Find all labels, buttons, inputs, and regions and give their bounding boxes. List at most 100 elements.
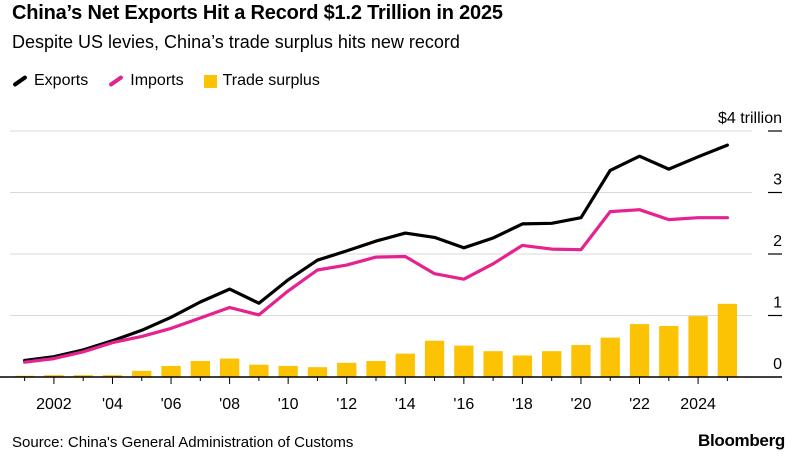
bar-surplus-2002 <box>44 375 64 377</box>
bar-surplus-2018 <box>512 355 533 377</box>
legend-swatch-imports <box>108 74 124 88</box>
bar-surplus-2011 <box>307 367 328 377</box>
point-exports-2020 <box>580 216 582 219</box>
bar-surplus-2023 <box>659 325 679 377</box>
point-exports-2015 <box>433 236 436 239</box>
point-imports-2018 <box>521 244 524 247</box>
point-imports-2007 <box>199 317 202 319</box>
point-exports-2011 <box>316 259 319 261</box>
point-imports-2017 <box>492 263 494 265</box>
y-tick-label-0: 0 <box>773 356 782 373</box>
point-imports-2009 <box>258 314 260 316</box>
point-exports-2013 <box>375 240 377 242</box>
point-imports-2020 <box>580 248 582 251</box>
x-tick-label-2008: '08 <box>219 396 240 413</box>
bar-surplus-2007 <box>190 361 210 377</box>
bar-surplus-2019 <box>542 351 562 377</box>
bar-surplus-2022 <box>629 324 650 377</box>
point-exports-2024 <box>697 156 699 158</box>
point-exports-2006 <box>170 316 172 319</box>
y-tick-label-3: 3 <box>773 172 782 189</box>
point-exports-2018 <box>521 223 524 225</box>
gridlines <box>10 130 782 317</box>
legend-item-exports: Exports <box>12 72 88 90</box>
legend-swatch-surplus <box>203 74 217 88</box>
point-imports-2016 <box>463 278 465 281</box>
point-imports-2012 <box>345 264 348 266</box>
point-imports-2013 <box>375 256 377 258</box>
bar-surplus-2021 <box>600 337 620 377</box>
bar-surplus-2013 <box>366 361 386 377</box>
point-imports-2024 <box>697 216 699 219</box>
x-tick-label-2012: '12 <box>336 396 357 413</box>
point-imports-2022 <box>638 208 641 211</box>
point-imports-2003 <box>82 350 84 353</box>
x-tick-label-2016: '16 <box>453 396 474 413</box>
x-tick-label-2022: '22 <box>629 396 650 413</box>
point-exports-2023 <box>668 168 670 170</box>
point-exports-2009 <box>258 302 260 304</box>
brand-logo: Bloomberg <box>697 431 785 450</box>
point-exports-2007 <box>199 301 202 303</box>
chart-title: China’s Net Exports Hit a Record $1.2 Tr… <box>12 2 503 24</box>
point-exports-2025 <box>726 144 729 146</box>
legend: Exports Imports Trade surplus <box>12 69 340 93</box>
point-exports-2016 <box>463 247 465 249</box>
x-tick-label-2006: '06 <box>161 396 182 413</box>
point-imports-2021 <box>609 210 612 213</box>
y-tick-label-4: $4 trillion <box>718 110 782 127</box>
surplus-bars <box>14 303 738 377</box>
x-tick-label-2018: '18 <box>512 396 533 413</box>
point-imports-2006 <box>170 327 172 330</box>
point-imports-2002 <box>53 357 55 360</box>
bar-surplus-2003 <box>73 375 93 377</box>
bar-surplus-2016 <box>454 345 474 377</box>
bar-surplus-2009 <box>249 364 269 377</box>
point-imports-2015 <box>433 272 436 275</box>
x-tick-label-2002: 2002 <box>36 396 72 413</box>
bar-surplus-2004 <box>102 375 123 377</box>
chart-subtitle: Despite US levies, China’s trade surplus… <box>12 32 460 52</box>
x-tick-label-2004: '04 <box>102 396 123 413</box>
legend-swatch-exports <box>12 74 28 88</box>
point-imports-2005 <box>140 335 143 338</box>
point-imports-2008 <box>228 306 231 309</box>
bar-surplus-2005 <box>132 370 152 377</box>
bar-surplus-2020 <box>571 345 591 377</box>
bar-surplus-2024 <box>688 316 708 377</box>
point-imports-2014 <box>404 255 407 258</box>
point-imports-2011 <box>316 269 319 271</box>
chart-plot: 0 1 2 3 $4 trillion 2002 '04 '06 '08 '10 '12 '14 '16… <box>0 110 782 413</box>
legend-item-imports: Imports <box>108 72 184 90</box>
series-lines <box>23 143 730 364</box>
legend-item-surplus: Trade surplus <box>203 72 320 90</box>
bar-surplus-2025 <box>717 303 738 377</box>
point-exports-2019 <box>550 222 553 225</box>
bar-surplus-2010 <box>278 365 298 377</box>
y-tick-label-2: 2 <box>773 233 782 250</box>
bar-surplus-2014 <box>395 353 415 377</box>
point-exports-2017 <box>492 237 494 239</box>
point-imports-2001 <box>23 361 26 364</box>
point-imports-2004 <box>111 341 114 344</box>
point-exports-2021 <box>609 169 612 172</box>
point-imports-2019 <box>550 248 553 250</box>
point-exports-2008 <box>228 288 231 290</box>
point-imports-2023 <box>668 218 670 221</box>
point-exports-2005 <box>140 329 143 332</box>
x-tick-label-2010: '10 <box>278 396 299 413</box>
point-imports-2010 <box>287 290 289 292</box>
line-exports <box>23 143 730 362</box>
bar-surplus-2008 <box>219 358 240 377</box>
point-exports-2010 <box>287 279 289 281</box>
legend-label-exports: Exports <box>34 72 89 89</box>
point-imports-2025 <box>726 216 729 219</box>
axes: 0 1 2 3 $4 trillion 2002 '04 '06 '08 '10 '12 '14 '16… <box>0 110 782 413</box>
line-imports <box>23 208 730 364</box>
bar-surplus-2015 <box>424 340 445 377</box>
legend-label-imports: Imports <box>130 72 184 89</box>
bar-surplus-2006 <box>161 365 181 377</box>
legend-label-surplus: Trade surplus <box>222 72 320 89</box>
x-tick-label-2020: '20 <box>571 396 592 413</box>
point-exports-2022 <box>638 155 641 158</box>
